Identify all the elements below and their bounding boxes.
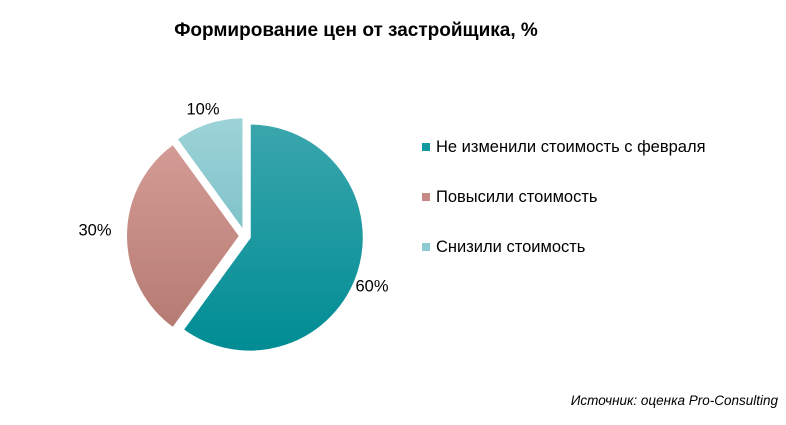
legend-swatch [422,193,430,201]
legend-label: Снизили стоимость [436,237,586,256]
pie-slice [125,142,242,330]
legend: Не изменили стоимость с февраля Повысили… [422,134,706,284]
legend-item: Не изменили стоимость с февраля [422,134,706,160]
pie-slice [175,116,245,235]
legend-swatch [422,143,430,151]
legend-item: Повысили стоимость [422,184,706,210]
legend-label: Повысили стоимость [436,187,598,206]
chart-title: Формирование цен от застройщика, % [174,20,538,41]
slice-value-label: 30% [78,221,111,239]
source-note: Источник: оценка Pro-Consulting [570,393,778,408]
legend-swatch [422,243,430,251]
legend-item: Снизили стоимость [422,234,706,260]
slice-value-label: 60% [355,277,388,295]
pie-slice [181,122,365,353]
slice-value-label: 10% [186,100,219,118]
legend-label: Не изменили стоимость с февраля [436,137,706,156]
